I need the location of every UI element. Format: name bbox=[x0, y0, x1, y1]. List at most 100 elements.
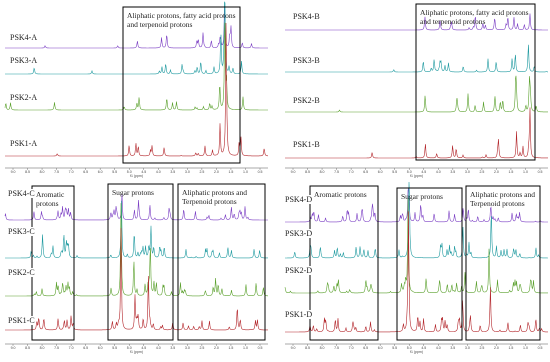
x-tick-label: 1.0 bbox=[523, 346, 528, 350]
x-tick-label: 1.0 bbox=[523, 170, 528, 174]
x-tick-label: 7.0 bbox=[348, 170, 354, 174]
x-tick-label: 5.5 bbox=[112, 170, 118, 174]
x-tick-label: 4.5 bbox=[421, 346, 427, 350]
spectrum bbox=[4, 22, 268, 111]
x-tick-label: 1.0 bbox=[243, 346, 248, 350]
region-label: Aliphatic protons, fatty acid protons an… bbox=[127, 11, 236, 29]
region-label: Aliphatic protons and Terpenoid protons bbox=[470, 190, 535, 208]
spectrum bbox=[5, 227, 268, 331]
x-tick-label: 2.5 bbox=[479, 170, 485, 174]
x-tick-label: 3.5 bbox=[450, 170, 456, 174]
region-label: Aliphatic protons, fatty acid protons an… bbox=[420, 8, 529, 26]
x-tick-label: 2.0 bbox=[493, 346, 499, 350]
trace-label: PSK2-D bbox=[285, 266, 313, 275]
x-tick-label: 4.5 bbox=[141, 346, 147, 350]
x-tick-label: 3.0 bbox=[184, 170, 190, 174]
x-tick-label: 1.5 bbox=[228, 170, 234, 174]
region-label: Aliphatic protons and Terpenoid protons bbox=[182, 188, 247, 206]
x-tick-label: 0.5 bbox=[537, 346, 543, 350]
trace-label: PSK3-D bbox=[285, 229, 313, 238]
region-box bbox=[415, 3, 536, 161]
x-tick-label: 5.0 bbox=[126, 346, 132, 350]
trace-label: PSK4-C bbox=[8, 189, 35, 198]
x-tick-label: 5.0 bbox=[126, 170, 132, 174]
x-tick-label: 4.0 bbox=[155, 170, 161, 174]
x-tick-label: 2.5 bbox=[479, 346, 485, 350]
x-tick-label: 0.5 bbox=[257, 170, 263, 174]
region-box bbox=[31, 185, 75, 341]
x-tick-label: 7.0 bbox=[348, 346, 354, 350]
x-tick-label: 9.0 bbox=[10, 346, 16, 350]
x-tick-label: 1.0 bbox=[243, 170, 248, 174]
x-tick-label: 2.0 bbox=[213, 170, 219, 174]
trace-label: PSK3-A bbox=[10, 56, 38, 65]
x-tick-label: 7.5 bbox=[334, 170, 340, 174]
spectrum bbox=[4, 194, 268, 221]
region-box bbox=[465, 185, 541, 341]
spectrum bbox=[5, 22, 268, 157]
x-tick-label: 7.5 bbox=[334, 346, 340, 350]
trace-label: PSK1-D bbox=[285, 310, 313, 319]
x-tick-label: 6.0 bbox=[97, 170, 103, 174]
region-box bbox=[122, 6, 241, 164]
region-label: Aromatic protons bbox=[314, 190, 367, 199]
trace-label: PSK1-B bbox=[293, 140, 320, 149]
x-tick-label: 3.5 bbox=[450, 346, 456, 350]
x-tick-label: 6.5 bbox=[83, 346, 89, 350]
x-tick-label: 6.0 bbox=[97, 346, 103, 350]
x-tick-label: 8.0 bbox=[39, 346, 45, 350]
spectrum bbox=[285, 181, 548, 259]
x-tick-label: 5.0 bbox=[406, 170, 412, 174]
trace-label: PSK1-C bbox=[8, 316, 35, 325]
trace-label: PSK2-C bbox=[8, 268, 35, 277]
spectrum bbox=[284, 197, 548, 294]
x-tick-label: 1.5 bbox=[508, 170, 514, 174]
trace-label: PSK3-C bbox=[8, 227, 35, 236]
x-tick-label: 4.5 bbox=[421, 170, 427, 174]
x-tick-label: 4.0 bbox=[155, 346, 161, 350]
x-tick-label: 8.5 bbox=[305, 346, 310, 350]
x-tick-label: 7.5 bbox=[54, 346, 60, 350]
x-tick-label: 1.5 bbox=[508, 346, 514, 350]
x-tick-label: 4.0 bbox=[435, 346, 441, 350]
x-axis-title: f1 (ppm) bbox=[129, 174, 144, 178]
spectrum bbox=[5, 200, 268, 259]
trace-label: PSK2-A bbox=[10, 93, 38, 102]
x-tick-label: 8.0 bbox=[319, 170, 325, 174]
x-tick-label: 6.0 bbox=[377, 346, 383, 350]
x-tick-label: 4.0 bbox=[435, 170, 441, 174]
region-box bbox=[177, 183, 266, 341]
x-axis-title: f1 (ppm) bbox=[129, 350, 144, 354]
spectrum bbox=[5, 1, 268, 75]
x-tick-label: 2.0 bbox=[493, 170, 499, 174]
x-tick-label: 3.0 bbox=[464, 170, 470, 174]
region-label: Sugar protons bbox=[401, 192, 443, 201]
x-tick-label: 6.0 bbox=[377, 170, 383, 174]
x-tick-label: 5.5 bbox=[112, 346, 118, 350]
x-tick-label: 6.5 bbox=[363, 170, 369, 174]
trace-label: PSK2-B bbox=[293, 96, 320, 105]
region-box bbox=[107, 183, 174, 341]
spectrum bbox=[285, 188, 548, 223]
x-tick-label: 8.5 bbox=[305, 170, 310, 174]
region-box bbox=[396, 187, 463, 341]
region-box bbox=[309, 185, 379, 341]
x-tick-label: 7.0 bbox=[68, 170, 74, 174]
x-tick-label: 3.0 bbox=[184, 346, 190, 350]
x-tick-label: 1.5 bbox=[228, 346, 234, 350]
x-tick-label: 9.0 bbox=[10, 170, 16, 174]
x-tick-label: 8.0 bbox=[319, 346, 325, 350]
x-tick-label: 3.5 bbox=[170, 170, 176, 174]
x-tick-label: 9.0 bbox=[290, 170, 296, 174]
x-tick-label: 2.5 bbox=[199, 346, 205, 350]
x-tick-label: 4.5 bbox=[141, 170, 147, 174]
trace-label: PSK4-A bbox=[10, 33, 38, 42]
x-tick-label: 6.5 bbox=[363, 346, 369, 350]
x-tick-label: 7.5 bbox=[54, 170, 60, 174]
region-label: Sugar protons bbox=[112, 188, 154, 197]
trace-label: PSK4-D bbox=[285, 195, 313, 204]
x-tick-label: 5.5 bbox=[392, 346, 398, 350]
spectrum bbox=[5, 203, 269, 297]
